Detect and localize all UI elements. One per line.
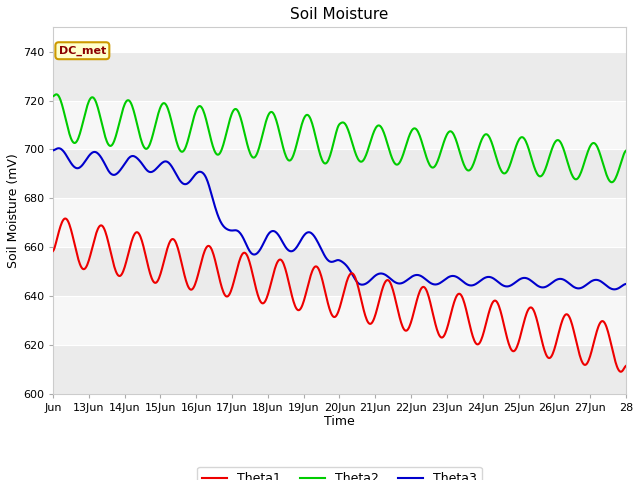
- Bar: [53, 52, 626, 100]
- Title: Soil Moisture: Soil Moisture: [291, 7, 388, 22]
- Legend: Theta1, Theta2, Theta3: Theta1, Theta2, Theta3: [197, 467, 481, 480]
- X-axis label: Time: Time: [324, 415, 355, 429]
- Bar: [53, 247, 626, 296]
- Bar: [53, 100, 626, 149]
- Text: DC_met: DC_met: [59, 46, 106, 56]
- Bar: [53, 296, 626, 345]
- Bar: [53, 345, 626, 394]
- Bar: [53, 149, 626, 198]
- Bar: [53, 198, 626, 247]
- Y-axis label: Soil Moisture (mV): Soil Moisture (mV): [7, 153, 20, 268]
